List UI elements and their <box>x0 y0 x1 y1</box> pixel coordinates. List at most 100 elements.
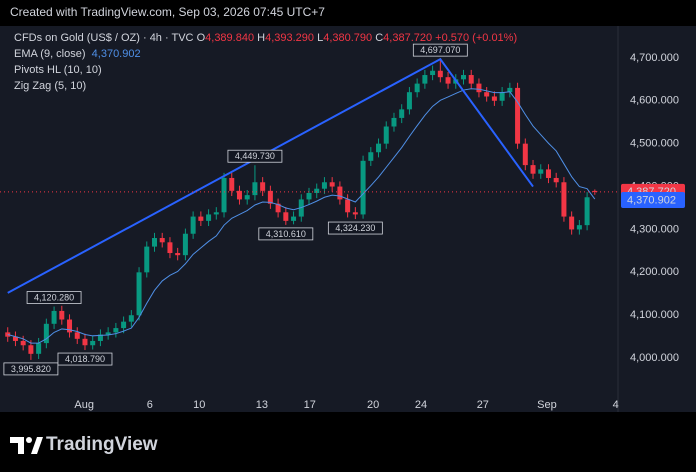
pivot-label-box <box>3 362 59 376</box>
candle-body <box>198 216 204 221</box>
candle-body <box>291 216 297 221</box>
ohlc-key: O <box>196 32 206 44</box>
x-tick-label: 4 <box>613 399 619 411</box>
chart-background <box>0 26 696 412</box>
candle-body <box>74 332 80 339</box>
candle-body <box>306 192 312 200</box>
candle-body <box>538 169 544 174</box>
candle-body <box>422 75 428 84</box>
pivot-label: 4,120.280 <box>34 292 74 302</box>
brand: TradingView <box>46 434 158 455</box>
candle-body <box>430 70 436 76</box>
candle-body <box>252 182 258 196</box>
candle-body <box>267 190 273 204</box>
candle-body <box>167 242 173 254</box>
candle-body <box>584 197 590 226</box>
candle-body <box>43 323 49 344</box>
candle-body <box>515 87 521 144</box>
candle-body <box>175 253 181 256</box>
candle-body <box>36 343 42 354</box>
pivot-label: 4,310.610 <box>266 229 306 239</box>
pivot-label: 4,449.730 <box>235 151 275 161</box>
x-tick-label: Aug <box>74 399 94 411</box>
candle-body <box>51 310 57 324</box>
ohlc-value: 4,389.840 <box>205 32 255 44</box>
candle-body <box>376 143 382 153</box>
candle-body <box>136 272 142 316</box>
candle-body <box>484 92 490 97</box>
candle-body <box>90 340 96 346</box>
candle-body <box>190 216 196 234</box>
pivot-label-box <box>57 352 113 366</box>
candle-body <box>414 83 420 93</box>
candle-body <box>244 195 250 200</box>
candle-body <box>59 310 65 320</box>
ohlc-value: 4,387.720 <box>383 32 433 44</box>
candle-body <box>159 238 165 243</box>
y-tick-label: 4,600.000 <box>630 95 679 107</box>
x-tick-label: 20 <box>367 399 379 411</box>
ohlc-key: L <box>317 32 324 44</box>
candle-body <box>20 340 26 346</box>
candle-body <box>337 186 343 200</box>
pivot-label: 3,995.820 <box>11 364 51 374</box>
watermark: Created with TradingView.com, Sep 03, 20… <box>10 5 325 19</box>
candle-body <box>329 182 335 187</box>
candle-body <box>97 334 103 341</box>
pivot-label-box <box>258 227 314 241</box>
candle-body <box>406 92 412 110</box>
y-tick-label: 4,300.000 <box>630 223 679 235</box>
x-tick-label: 10 <box>193 399 205 411</box>
x-tick-label: 17 <box>304 399 316 411</box>
candle-body <box>522 143 528 166</box>
candle-body <box>468 75 474 84</box>
x-tick-label: 13 <box>256 399 268 411</box>
candle-body <box>399 109 405 118</box>
indicator-value: 4,370.902 <box>91 48 141 60</box>
ohlc: O4,389.840 H4,393.290 L4,380.790 C4,387.… <box>197 32 436 44</box>
pivot-label-box <box>412 43 468 57</box>
plot: 4,000.0004,100.0004,200.0004,300.0004,40… <box>0 43 685 411</box>
pivot-label: 4,018.790 <box>65 354 105 364</box>
candle-body <box>576 225 582 230</box>
y-tick-label: 4,500.000 <box>630 138 679 150</box>
logo <box>10 437 43 454</box>
y-tick-label: 4,000.000 <box>630 352 679 364</box>
pivot-label-box <box>26 291 82 304</box>
candle-body <box>553 177 559 183</box>
indicator: Pivots HL (10, 10) <box>14 64 102 76</box>
symbol: CFDs on Gold (US$ / OZ) · 4h · TVC <box>14 32 194 44</box>
candle-body <box>221 177 227 213</box>
ohlc-value: 4,380.790 <box>323 32 373 44</box>
ohlc-key: C <box>375 32 384 44</box>
indicator: EMA (9, close) 4,370.902 <box>14 48 141 60</box>
candle-body <box>352 212 358 215</box>
y-tick-label: 4,200.000 <box>630 266 679 278</box>
candle-body <box>445 77 451 84</box>
symbol-line: CFDs on Gold (US$ / OZ) · 4h · TVC O4,38… <box>14 32 517 44</box>
candle-body <box>105 332 111 335</box>
x-tick-label: Sep <box>537 399 557 411</box>
candle-body <box>152 238 157 247</box>
candle-body <box>113 328 119 333</box>
ema-tag-label: 4,370.902 <box>627 194 676 206</box>
candle-body <box>437 70 443 78</box>
candle-body <box>530 165 536 174</box>
ohlc-value: 4,393.290 <box>265 32 315 44</box>
candle-body <box>144 246 150 273</box>
candle-body <box>545 169 551 178</box>
candle-body <box>260 182 266 191</box>
candle-body <box>360 160 366 215</box>
candle-body <box>121 321 127 329</box>
y-tick-label: 4,100.000 <box>630 309 679 321</box>
indicator-name: Pivots HL (10, 10) <box>14 64 102 76</box>
candle-body <box>28 345 34 354</box>
candle-body <box>67 319 73 333</box>
x-tick-label: 27 <box>477 399 489 411</box>
ema-line <box>7 88 596 344</box>
pivot-label-box <box>327 221 383 235</box>
zigzag-line <box>7 57 534 294</box>
candle-body <box>383 126 389 144</box>
